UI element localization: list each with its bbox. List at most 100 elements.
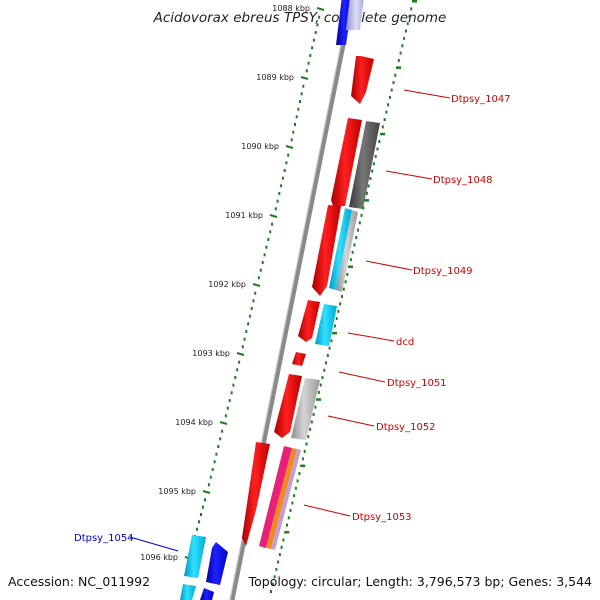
outer-tick [339, 302, 342, 306]
outer-tick [374, 154, 377, 158]
outer-tick [294, 486, 297, 490]
ruler-major-tick [300, 76, 309, 80]
ruler-label: 1096 kbp [140, 553, 178, 562]
outer-tick [378, 140, 381, 144]
outer-tick [293, 494, 296, 498]
ruler-minor-tick [245, 330, 248, 333]
gene-feature [200, 588, 214, 600]
ruler-minor-tick [271, 222, 274, 226]
callout-line [403, 89, 451, 99]
outer-tick [341, 295, 343, 298]
gene-feature [349, 121, 380, 209]
genome-summary-text: Topology: circular; Length: 3,796,573 bp… [248, 574, 592, 589]
gene-label-dtpsy-1049: Dtpsy_1049 [413, 266, 473, 277]
outer-tick [371, 169, 374, 173]
gene-feature [315, 304, 337, 346]
ruler-major-tick [316, 7, 325, 11]
gene-label-dtpsy-1047: Dtpsy_1047 [451, 94, 511, 105]
outer-tick [383, 118, 386, 121]
outer-tick [282, 538, 285, 542]
outer-tick [309, 427, 312, 431]
ruler-minor-tick [280, 184, 283, 188]
ruler-minor-tick [285, 161, 288, 165]
outer-tick [342, 287, 345, 291]
ruler-label: 1092 kbp [208, 280, 246, 289]
gene-feature [184, 535, 206, 578]
outer-tick [289, 508, 292, 512]
gene-feature [206, 542, 228, 585]
ruler-major-tick [236, 352, 245, 356]
ruler-minor-tick [305, 69, 308, 73]
ruler-minor-tick [318, 15, 321, 19]
ruler-label: 1091 kbp [225, 211, 263, 220]
accession-text: Accession: NC_011992 [8, 574, 151, 589]
feature-track-minus [180, 535, 228, 600]
ruler-minor-tick [226, 406, 229, 410]
outer-tick [335, 317, 338, 321]
ruler-minor-tick [254, 291, 257, 295]
gene-feature [336, 210, 358, 292]
outer-tick [387, 103, 390, 107]
gene-label-dtpsy-1048: Dtpsy_1048 [433, 175, 493, 186]
ruler-minor-tick [267, 238, 270, 241]
outer-tick [270, 590, 272, 593]
outer-tick [310, 420, 313, 424]
ruler-label: 1094 kbp [175, 418, 213, 427]
ruler-label: 1088 kbp [272, 4, 310, 13]
ruler-minor-tick [297, 107, 300, 111]
ruler-minor-tick [307, 61, 310, 65]
ruler-minor-tick [221, 429, 224, 433]
outer-tick [381, 125, 384, 129]
outer-tick [277, 560, 280, 564]
gene-feature [331, 118, 362, 206]
ruler-minor-tick [241, 345, 244, 349]
outer-tick [410, 7, 413, 11]
gene-feature [329, 208, 352, 290]
outer-tick [275, 567, 278, 571]
gene-feature [271, 449, 301, 550]
outer-tick [286, 523, 288, 527]
outer-tick [323, 368, 326, 372]
ruler-minor-tick [290, 138, 293, 142]
ruler-minor-tick [299, 100, 301, 103]
ruler-minor-tick [263, 253, 266, 257]
callout-line [338, 371, 386, 383]
ruler-minor-tick [250, 307, 253, 310]
callout-line [327, 415, 375, 427]
outer-tick [291, 501, 294, 505]
gene-feature [291, 378, 320, 440]
outer-tick [301, 457, 304, 461]
ruler-minor-tick [204, 498, 206, 502]
ruler-minor-tick [314, 31, 317, 34]
ruler-minor-tick [292, 130, 295, 134]
ruler-minor-tick [281, 176, 284, 180]
outer-tick [369, 177, 372, 180]
outer-tick [326, 354, 329, 357]
callout-line [129, 536, 179, 552]
gene-feature [266, 448, 297, 549]
outer-tick [284, 531, 290, 534]
ruler-minor-tick [238, 360, 241, 364]
gene-label-dtpsy-1053: Dtpsy_1053 [352, 512, 412, 523]
ruler-minor-tick [196, 527, 198, 531]
outer-tick [406, 22, 409, 26]
outer-tick-track [270, 0, 417, 593]
outer-tick [325, 361, 327, 365]
ruler-minor-tick [309, 54, 312, 57]
callout-line [365, 260, 413, 271]
outer-tick [364, 199, 370, 202]
ruler-minor-tick [257, 276, 260, 280]
outer-tick [399, 51, 402, 55]
outer-tick [330, 339, 333, 343]
ruler-label: 1090 kbp [241, 142, 279, 151]
ruler-minor-tick [236, 368, 239, 372]
gene-label-dtpsy-1054: Dtpsy_1054 [74, 533, 134, 544]
gene-feature [298, 300, 320, 342]
outer-tick [348, 265, 354, 268]
outer-tick [271, 582, 274, 586]
ruler-minor-tick [217, 445, 220, 448]
gene-label-dcd: dcd [396, 337, 414, 348]
outer-tick [353, 243, 356, 247]
ruler-minor-tick [224, 414, 227, 418]
gene-feature [259, 446, 292, 548]
